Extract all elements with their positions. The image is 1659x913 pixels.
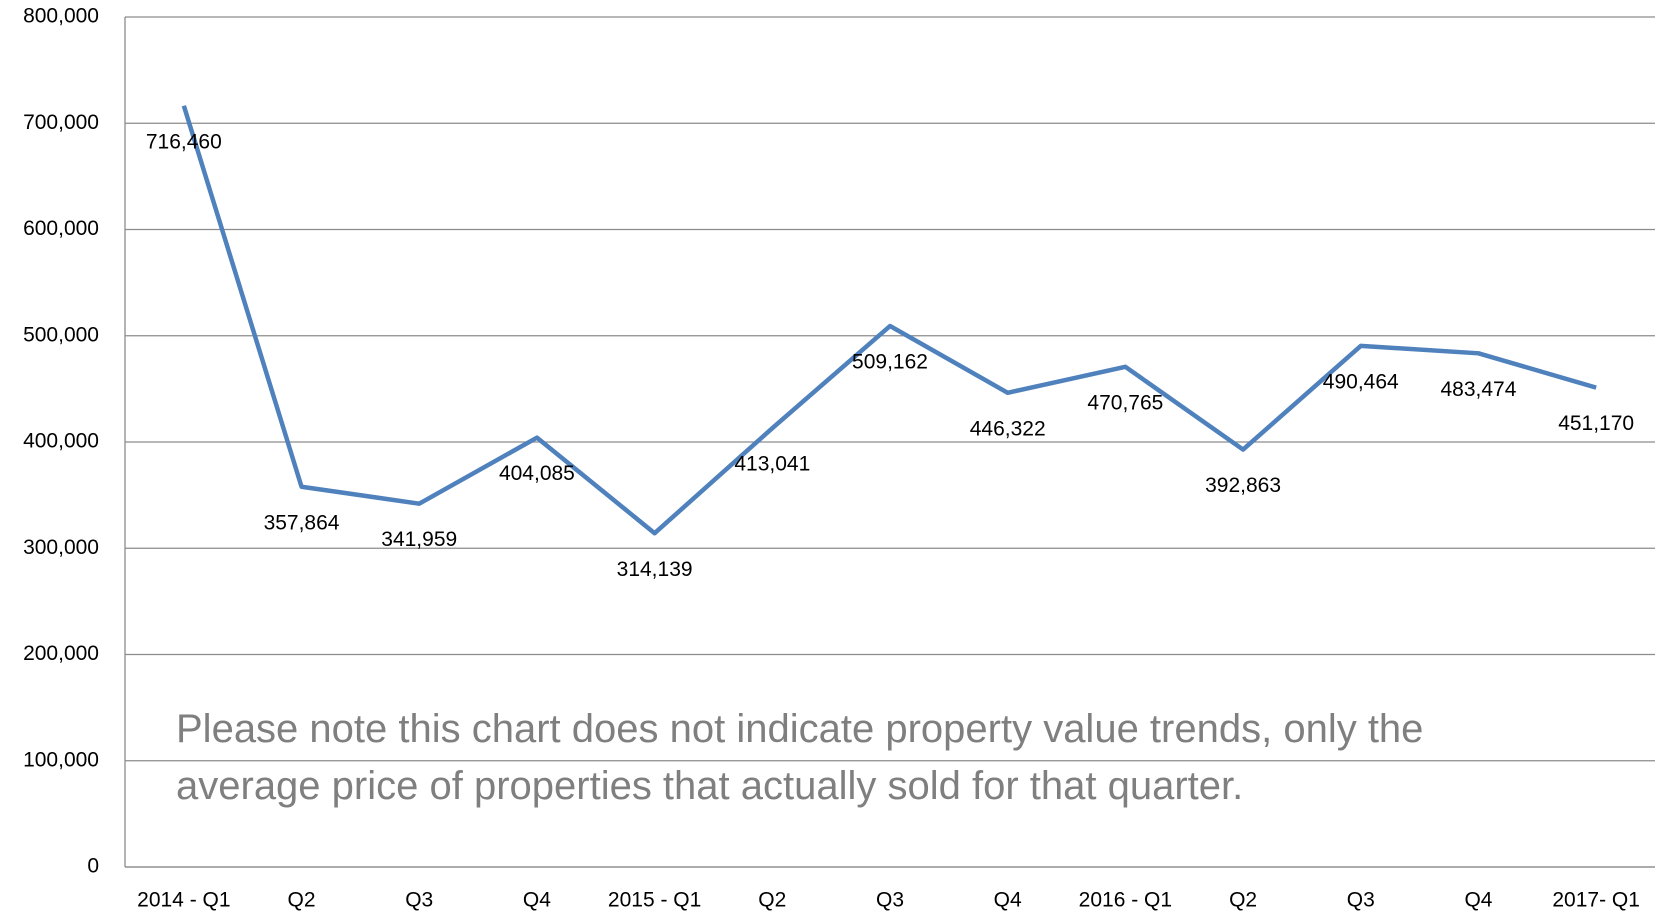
x-tick-label: Q3 [1347, 889, 1375, 912]
data-label: 470,765 [1087, 391, 1163, 414]
x-tick-label: 2014 - Q1 [137, 889, 230, 912]
y-tick-label: 200,000 [23, 642, 99, 665]
y-tick-label: 600,000 [23, 217, 99, 240]
data-label: 392,863 [1205, 474, 1281, 497]
x-tick-label: 2017- Q1 [1552, 889, 1640, 912]
x-tick-label: Q2 [758, 889, 786, 912]
data-label: 451,170 [1558, 412, 1634, 435]
x-tick-label: 2016 - Q1 [1079, 889, 1172, 912]
data-label: 404,085 [499, 462, 575, 485]
x-tick-label: Q2 [288, 889, 316, 912]
data-label: 490,464 [1323, 370, 1399, 393]
x-tick-label: Q3 [405, 889, 433, 912]
y-tick-label: 700,000 [23, 111, 99, 134]
data-label: 509,162 [852, 351, 928, 374]
data-label: 413,041 [734, 453, 810, 476]
annotation: average price of properties that actuall… [176, 764, 1243, 808]
y-tick-label: 100,000 [23, 748, 99, 771]
x-tick-label: Q4 [1464, 889, 1492, 912]
y-tick-label: 800,000 [23, 5, 99, 28]
y-tick-label: 400,000 [23, 430, 99, 453]
x-tick-label: Q4 [523, 889, 551, 912]
data-label: 716,460 [146, 130, 222, 153]
annotation: Please note this chart does not indicate… [176, 707, 1423, 751]
x-tick-label: Q2 [1229, 889, 1257, 912]
y-tick-label: 500,000 [23, 323, 99, 346]
data-label: 483,474 [1441, 378, 1517, 401]
y-tick-label: 0 [87, 855, 99, 878]
line [181, 105, 1597, 536]
data-label: 314,139 [617, 558, 693, 581]
data-label: 357,864 [264, 511, 340, 534]
data-label: 341,959 [381, 528, 457, 551]
x-tick-label: Q3 [876, 889, 904, 912]
x-tick-label: Q4 [994, 889, 1022, 912]
x-tick-label: 2015 - Q1 [608, 889, 701, 912]
y-tick-label: 300,000 [23, 536, 99, 559]
data-label: 446,322 [970, 417, 1046, 440]
